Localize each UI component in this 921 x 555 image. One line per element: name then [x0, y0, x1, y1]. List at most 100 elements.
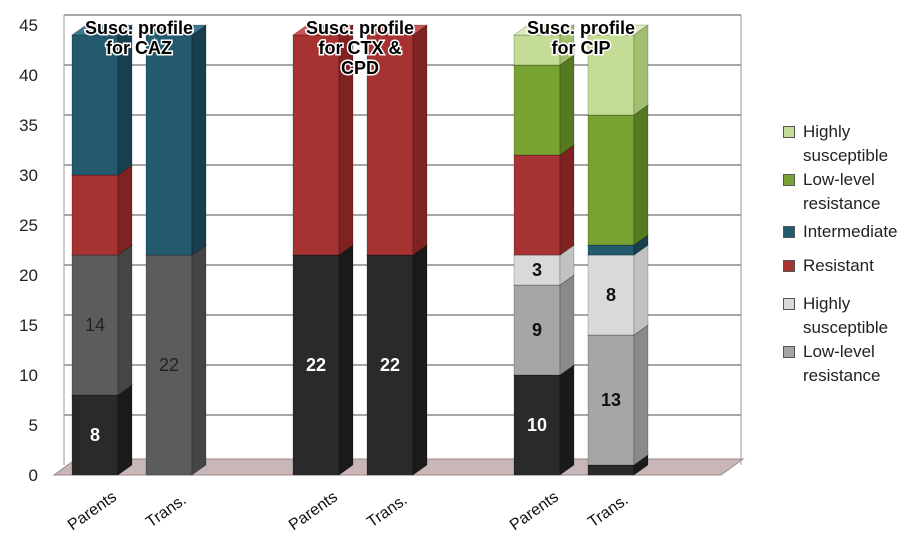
bar-segment-side	[633, 24, 649, 116]
x-tick-label: Parents	[507, 489, 562, 535]
bar-segment-side	[191, 24, 207, 256]
data-label: 8	[606, 285, 616, 305]
bar-segment-side	[191, 244, 207, 476]
bar-segment-side	[559, 364, 575, 476]
legend-swatch	[783, 346, 795, 358]
bar-segment-front	[513, 64, 561, 156]
legend-swatch	[783, 298, 795, 310]
bar-segment-front	[71, 254, 119, 396]
bar-segment-side	[412, 24, 428, 256]
legend-label: Highly susceptible	[803, 122, 889, 165]
data-label: 9	[532, 320, 542, 340]
y-tick-label: 35	[19, 116, 38, 135]
group-annotation: Susc. profile for CAZ	[85, 18, 193, 58]
bar-segment	[586, 24, 650, 116]
legend-label: Low-level resistance	[803, 342, 881, 385]
bar-segment	[586, 244, 650, 336]
legend-label: Intermediate	[803, 222, 898, 241]
bar-segment	[70, 24, 134, 176]
data-label: 22	[159, 355, 179, 375]
legend-swatch	[783, 226, 795, 238]
data-label: 22	[380, 355, 400, 375]
bar-segment-side	[117, 244, 133, 396]
bar-segment	[586, 104, 650, 246]
bars-layer	[70, 24, 650, 476]
data-label: 22	[306, 355, 326, 375]
x-tick-label: Trans.	[143, 492, 189, 532]
bar-segment	[70, 384, 134, 476]
legend-label: Highly susceptible	[803, 294, 889, 337]
data-label: 14	[85, 315, 105, 335]
legend-label: Low-level resistance	[803, 170, 881, 213]
legend-swatch	[783, 126, 795, 138]
data-label: 10	[527, 415, 547, 435]
x-tick-label: Trans.	[585, 492, 631, 532]
bar-segment-top	[291, 24, 355, 36]
y-tick-label: 30	[19, 166, 38, 185]
data-label: 8	[90, 425, 100, 445]
bar-segment-side	[117, 164, 133, 256]
y-tick-label: 0	[29, 466, 38, 485]
legend: Highly susceptible Low-level resistance In…	[783, 120, 919, 388]
bar-segment-front	[366, 34, 414, 256]
bar-segment-front	[71, 174, 119, 256]
bar-segment-front	[513, 374, 561, 476]
bar-segment-side	[338, 24, 354, 256]
y-tick-label: 10	[19, 366, 38, 385]
legend-item: Resistant	[783, 254, 919, 278]
x-tick-label: Parents	[286, 489, 341, 535]
bar-segment-side	[117, 384, 133, 476]
legend-item: Highly susceptible	[783, 292, 919, 340]
annotations-layer: Susc. profile for CAZ Susc. profile for CTX…	[83, 17, 636, 80]
bar-segment	[512, 24, 576, 66]
bar-segment-top	[365, 24, 429, 36]
bar-segment-front	[292, 254, 340, 476]
bar-segment-front	[513, 254, 561, 286]
bar-segment	[291, 24, 355, 256]
bar-segment-side	[117, 24, 133, 176]
y-tick-label: 20	[19, 266, 38, 285]
bar-segment-front	[587, 334, 635, 466]
bar-segment-side	[633, 104, 649, 246]
bar-segment	[512, 54, 576, 156]
labels-layer: 8 14 22 22 22 10 9 3 1 13 8	[85, 260, 621, 493]
legend-label: Resistant	[803, 256, 874, 275]
legend-swatch	[783, 174, 795, 186]
legend-item: Highly susceptible	[783, 120, 919, 168]
bar-segment-front	[292, 34, 340, 256]
bar-segment-top	[144, 24, 208, 36]
legend-item: Low-level resistance	[783, 168, 919, 216]
bar-segment	[70, 164, 134, 256]
bar-segment-side	[338, 244, 354, 476]
group-annotation: Susc. profile for CIP	[527, 18, 635, 58]
bar-segment	[512, 274, 576, 376]
bar-segment	[291, 244, 355, 476]
y-tick-label: 40	[19, 66, 38, 85]
bar-segment-front	[145, 34, 193, 256]
bar-segment-side	[559, 144, 575, 256]
bar-segment-top	[70, 24, 134, 36]
data-label: 3	[532, 260, 542, 280]
group-annotation: Susc. profile for CTX & CPD	[306, 18, 414, 78]
bar-segment	[512, 144, 576, 256]
bar-segment-front	[513, 34, 561, 66]
bar-segment-side	[559, 274, 575, 376]
legend-swatch	[783, 260, 795, 272]
bar-segment-front	[513, 154, 561, 256]
bar-segment-front	[587, 244, 635, 256]
bar-segment-front	[71, 34, 119, 176]
bar-segment-side	[633, 324, 649, 466]
y-tick-label: 15	[19, 316, 38, 335]
data-label: 1	[606, 473, 616, 493]
bar-segment-side	[559, 54, 575, 156]
x-tick-label: Trans.	[364, 492, 410, 532]
bar-segment-top	[586, 24, 650, 36]
bar-segment-side	[633, 244, 649, 336]
bar-segment-front	[587, 114, 635, 246]
bar-segment-front	[587, 254, 635, 336]
data-label: 13	[601, 390, 621, 410]
y-tick-label: 25	[19, 216, 38, 235]
bar-segment	[365, 24, 429, 256]
bar-segment-top	[512, 24, 576, 36]
